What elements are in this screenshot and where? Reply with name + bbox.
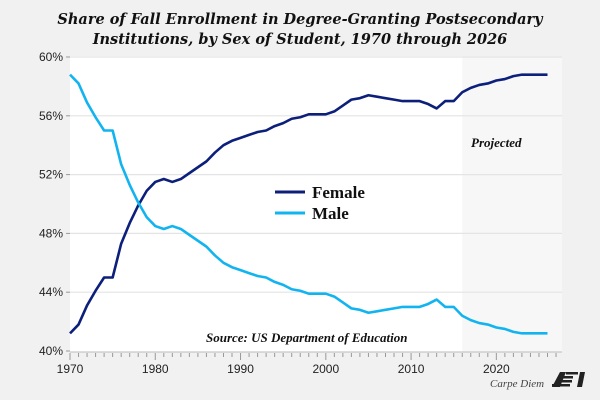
chart-title-line-2: Institutions, by Sex of Student, 1970 th… bbox=[92, 31, 508, 48]
legend-label-male: Male bbox=[312, 204, 349, 223]
y-tick-label: 40% bbox=[39, 344, 63, 358]
series-line-female bbox=[69, 73, 548, 335]
x-tick-label: 1980 bbox=[142, 362, 169, 376]
x-tick-label: 2020 bbox=[483, 362, 510, 376]
x-tick-label: 1990 bbox=[227, 362, 254, 376]
carpe-diem-label: Carpe Diem bbox=[490, 378, 544, 390]
x-tick-label: 2000 bbox=[312, 362, 339, 376]
series-line-male bbox=[69, 73, 548, 335]
projected-region bbox=[462, 56, 562, 352]
y-tick-label: 44% bbox=[39, 285, 63, 299]
y-tick-label: 60% bbox=[39, 50, 63, 64]
x-tick-label: 2010 bbox=[398, 362, 425, 376]
y-tick-label: 48% bbox=[39, 226, 63, 240]
projected-label: Projected bbox=[471, 135, 522, 150]
source-note: Source: US Department of Education bbox=[206, 330, 408, 345]
aei-logo bbox=[552, 372, 585, 387]
chart-title-line-1: Share of Fall Enrollment in Degree-Grant… bbox=[57, 11, 544, 28]
y-tick-label: 56% bbox=[39, 109, 63, 123]
x-tick-label: 1970 bbox=[57, 362, 84, 376]
y-tick-label: 52% bbox=[39, 168, 63, 182]
legend-label-female: Female bbox=[312, 183, 365, 202]
